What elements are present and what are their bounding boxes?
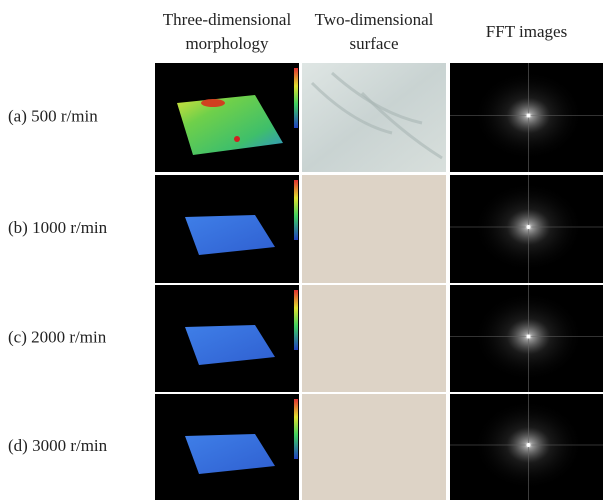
morphology-image <box>155 394 299 500</box>
morphology-image <box>155 63 299 172</box>
surface-image <box>302 63 446 172</box>
column-header: Three-dimensional <box>163 10 292 29</box>
fft-center <box>527 443 531 447</box>
fft-center <box>527 335 531 339</box>
panel-bg <box>302 394 446 500</box>
fft-center <box>527 114 531 118</box>
column-header: FFT images <box>486 22 567 41</box>
hotspot <box>234 136 240 142</box>
morphology-image <box>155 175 299 283</box>
fft-image <box>450 394 603 500</box>
column-header: morphology <box>185 34 269 53</box>
morphology-image <box>155 285 299 392</box>
colorbar <box>294 399 298 459</box>
panel-bg <box>302 63 446 172</box>
panel-bg <box>302 285 446 392</box>
column-header: Two-dimensional <box>315 10 434 29</box>
surface-image <box>302 175 446 283</box>
row-label: (d) 3000 r/min <box>8 436 108 455</box>
colorbar <box>294 180 298 240</box>
colorbar <box>294 290 298 350</box>
panel-bg <box>302 175 446 283</box>
figure: Three-dimensional morphology Two-dimension… <box>0 0 603 500</box>
column-header: surface <box>349 34 398 53</box>
fft-image <box>450 285 603 392</box>
row-label: (b) 1000 r/min <box>8 218 108 237</box>
colorbar <box>294 68 298 128</box>
fft-center <box>527 225 531 229</box>
hotspot <box>201 99 225 107</box>
fft-image <box>450 63 603 172</box>
surface-image <box>302 394 446 500</box>
fft-image <box>450 175 603 283</box>
row-label: (c) 2000 r/min <box>8 327 107 346</box>
row-label: (a) 500 r/min <box>8 106 98 125</box>
surface-image <box>302 285 446 392</box>
